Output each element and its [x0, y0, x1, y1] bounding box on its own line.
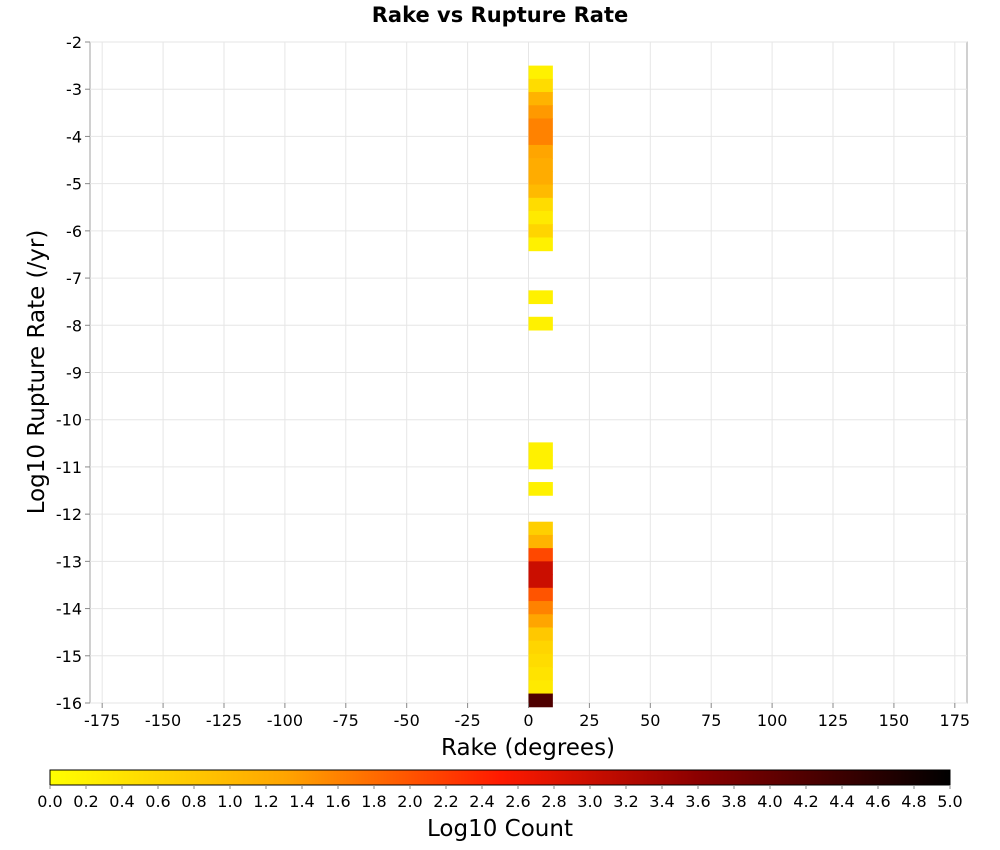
heatmap-cell	[528, 574, 553, 589]
heatmap-cell	[528, 455, 553, 470]
heatmap-cell	[528, 65, 553, 80]
y-tick-label: -6	[66, 222, 82, 241]
x-tick-label: 50	[640, 711, 660, 730]
y-axis-ticks: -2 -3 -4 -5 -6 -7 -8 -9 -10 -11 -12 -13 -14 -15 -16	[56, 33, 90, 713]
colorbar-tick-label: 4.4	[829, 792, 854, 811]
heatmap-cell	[528, 237, 553, 252]
colorbar-tick-label: 3.8	[721, 792, 746, 811]
colorbar-tick-label: 4.2	[793, 792, 818, 811]
x-axis-label: Rake (degrees)	[441, 735, 615, 761]
x-tick-label: -25	[455, 711, 481, 730]
x-tick-label: 150	[879, 711, 910, 730]
colorbar-tick-label: 2.6	[505, 792, 530, 811]
heatmap-cell	[528, 601, 553, 615]
x-tick-label: 0	[523, 711, 533, 730]
heatmap-cell	[528, 92, 553, 106]
x-tick-label: 175	[940, 711, 971, 730]
x-tick-label: 75	[701, 711, 721, 730]
colorbar-tick-label: 0.8	[181, 792, 206, 811]
x-tick-label: -125	[206, 711, 242, 730]
heatmap-cell	[528, 442, 553, 457]
y-tick-label: -12	[56, 505, 82, 524]
heatmap-cell	[528, 144, 553, 159]
colorbar-tick-label: 5.0	[937, 792, 962, 811]
colorbar-tick-label: 3.0	[577, 792, 602, 811]
colorbar-tick-label: 3.6	[685, 792, 710, 811]
heatmap-cell	[528, 290, 553, 305]
colorbar-tick-label: 1.2	[253, 792, 278, 811]
heatmap-cell	[528, 548, 553, 562]
chart-title: Rake vs Rupture Rate	[372, 3, 628, 27]
x-axis-ticks: -175 -150 -125 -100 -75 -50 -25 0 25 50 75 100 125 15…	[84, 703, 970, 730]
heatmap-cell	[528, 171, 553, 186]
x-tick-label: -175	[84, 711, 120, 730]
y-tick-label: -13	[56, 552, 82, 571]
x-tick-label: -50	[394, 711, 420, 730]
y-tick-label: -8	[66, 316, 82, 335]
heatmap-cell	[528, 653, 553, 668]
colorbar-tick-label: 4.6	[865, 792, 890, 811]
colorbar-label: Log10 Count	[427, 816, 573, 842]
y-tick-label: -4	[66, 127, 82, 146]
colorbar-tick-label: 1.0	[217, 792, 242, 811]
y-tick-label: -2	[66, 33, 82, 52]
colorbar-tick-label: 1.4	[289, 792, 314, 811]
y-tick-label: -5	[66, 175, 82, 194]
colorbar-tick-label: 0.2	[73, 792, 98, 811]
colorbar-tick-label: 2.2	[433, 792, 458, 811]
colorbar-tick-label: 4.0	[757, 792, 782, 811]
colorbar-tick-label: 1.8	[361, 792, 386, 811]
y-tick-label: -9	[66, 364, 82, 383]
heatmap-cell	[528, 158, 553, 172]
y-tick-label: -10	[56, 411, 82, 430]
colorbar-tick-label: 2.8	[541, 792, 566, 811]
heatmap-cell	[528, 224, 553, 238]
colorbar-tick-label: 0.6	[145, 792, 170, 811]
heatmap-cell	[528, 105, 553, 119]
y-tick-label: -16	[56, 694, 82, 713]
heatmap-cell	[528, 667, 553, 681]
colorbar-tick-label: 1.6	[325, 792, 350, 811]
colorbar-ticks: 0.0 0.2 0.4 0.6 0.8 1.0 1.2 1.4 1.6 1.8 2.0 2.2 2.4 2…	[37, 785, 963, 811]
heatmap-cell	[528, 534, 553, 549]
heatmap-cell	[528, 614, 553, 628]
colorbar-tick-label: 2.4	[469, 792, 494, 811]
heatmap-cell	[528, 561, 553, 576]
heatmap-cell	[528, 184, 553, 199]
heatmap-cell	[528, 78, 553, 93]
heatmap-cells	[528, 65, 553, 708]
heatmap-cell	[528, 640, 553, 655]
colorbar-tick-label: 3.2	[613, 792, 638, 811]
heatmap-cell	[528, 482, 553, 496]
x-tick-label: -75	[333, 711, 359, 730]
heatmap-cell	[528, 131, 553, 146]
y-axis-label: Log10 Rupture Rate (/yr)	[24, 230, 50, 515]
colorbar-tick-label: 0.0	[37, 792, 62, 811]
colorbar-tick-label: 4.8	[901, 792, 926, 811]
heatmap-cell	[528, 587, 553, 602]
x-tick-label: 100	[757, 711, 788, 730]
heatmap-cell	[528, 197, 553, 212]
heatmap-cell	[528, 521, 553, 536]
heatmap-cell	[528, 680, 553, 695]
colorbar-tick-label: 3.4	[649, 792, 674, 811]
heatmap-cell	[528, 316, 553, 331]
x-tick-label: -100	[267, 711, 303, 730]
x-tick-label: 125	[818, 711, 849, 730]
x-tick-label: -150	[145, 711, 181, 730]
heatmap-cell	[528, 627, 553, 642]
heatmap-cell	[528, 693, 553, 708]
x-tick-label: 25	[579, 711, 599, 730]
colorbar-tick-label: 0.4	[109, 792, 134, 811]
y-tick-label: -14	[56, 600, 82, 619]
y-tick-label: -7	[66, 269, 82, 288]
heatmap-cell	[528, 118, 553, 133]
colorbar-tick-label: 2.0	[397, 792, 422, 811]
y-tick-label: -3	[66, 80, 82, 99]
heatmap-cell	[528, 211, 553, 225]
colorbar	[49, 769, 951, 786]
y-tick-label: -11	[56, 458, 82, 477]
y-tick-label: -15	[56, 647, 82, 666]
